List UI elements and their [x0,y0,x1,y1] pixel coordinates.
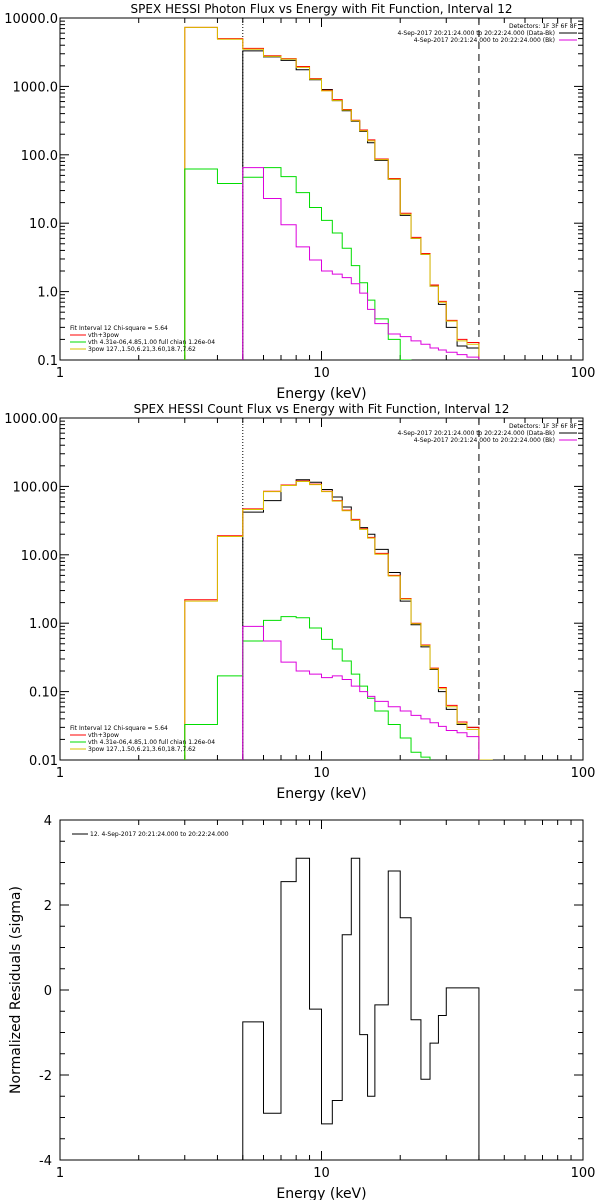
x-axis-label: Energy (keV) [276,386,366,402]
legend-bottom-entry: vth+3pow [88,332,119,339]
series-group [184,479,493,760]
legend-bottom-entry: 3pow 127.,1.50,6.21,3.60,18.7,7.62 [88,746,196,753]
x-axis-label: Energy (keV) [276,1186,366,1200]
y-tick-label: 1.00 [29,617,58,632]
legend-top-entry: 4-Sep-2017 20:21:24.000 to 20:22:24.000 … [414,37,555,44]
y-tick-label: -4 [39,1154,52,1169]
x-tick-label: 100 [571,366,596,381]
series-line-data-bk [242,479,480,760]
panel-2: SPEX HESSI Count Flux vs Energy with Fit… [4,402,595,802]
series-line-vth-3pow [184,26,480,360]
x-tick-label: 100 [571,1166,596,1181]
series-line-bk [242,625,480,760]
x-tick-label: 10 [313,366,330,381]
series-line-data-bk [242,50,480,360]
y-tick-label: 10000.0 [4,12,58,27]
series-line-vth [184,616,431,760]
legend-top-entry: 4-Sep-2017 20:21:24.000 to 20:22:24.000 … [397,430,555,437]
legend-bottom-entry: vth 4.31e-06,4.85,1.00 full chian 1.26e-… [88,739,215,746]
y-tick-label: 1000.0 [13,80,59,95]
chart-title: SPEX HESSI Count Flux vs Energy with Fit… [134,402,510,416]
plot-frame [59,417,584,761]
y-tick-label: 4 [44,814,52,829]
legend-bottom-entry: vth 4.31e-06,4.85,1.00 full chian 1.26e-… [88,339,215,346]
x-tick-label: 1 [56,1166,64,1181]
series-line-3pow [184,480,493,760]
y-tick-label: 10.00 [21,549,58,564]
series-line-vth [184,167,412,360]
series-line-12-4-sep-2017-20-21-24-0 [242,857,480,1160]
y-tick-label: 0.1 [37,354,58,369]
legend-top-entry: 4-Sep-2017 20:21:24.000 to 20:22:24.000 … [414,437,555,444]
y-tick-label: 0.10 [29,686,58,701]
legend-top-entry: 4-Sep-2017 20:21:24.000 to 20:22:24.000 … [397,30,555,37]
legend-bottom-entry: Fit Interval 12 Chi-square = 5.64 [70,725,168,732]
legend-bottom-entry: Fit Interval 12 Chi-square = 5.64 [70,325,168,332]
y-tick-label: 100.0 [21,149,58,164]
y-tick-label: 100.00 [13,480,59,495]
legend-bottom-entry: vth+3pow [88,732,119,739]
y-tick-label: 1.0 [37,286,58,301]
x-tick-label: 1 [56,766,64,781]
y-tick-label: 2 [44,899,52,914]
x-tick-label: 100 [571,766,596,781]
legend-top-entry: Detectors: 1F 3F 6F 8F [509,23,578,30]
x-axis-label: Energy (keV) [276,786,366,802]
panel-3: 1 10 100 Energy (keV) -4 -2 0 2 4 Normalized Resi… [8,814,595,1200]
series-line-bk [242,167,480,360]
y-tick-label: 10.0 [29,217,58,232]
y-tick-label: 0.01 [29,754,58,769]
x-tick-label: 10 [313,1166,330,1181]
plot-frame [59,17,584,361]
panel-1: SPEX HESSI Photon Flux vs Energy with Fi… [4,2,595,402]
x-tick-label: 1 [56,366,64,381]
y-tick-label: 0 [44,984,52,999]
x-tick-label: 10 [313,766,330,781]
series-group [242,857,480,1160]
series-group [184,26,480,360]
series-line-3pow [184,26,480,360]
legend-top-entry: Detectors: 1F 3F 6F 8F [509,423,578,430]
legend-bottom-entry: 3pow 127.,1.50,6.21,3.60,18.7,7.62 [88,346,196,353]
y-tick-label: -2 [39,1069,52,1084]
y-axis-label: Normalized Residuals (sigma) [8,886,24,1094]
y-tick-label: 1000.00 [4,412,58,427]
chart-title: SPEX HESSI Photon Flux vs Energy with Fi… [131,2,513,16]
legend-entry: 12. 4-Sep-2017 20:21:24.000 to 20:22:24.… [90,831,229,838]
